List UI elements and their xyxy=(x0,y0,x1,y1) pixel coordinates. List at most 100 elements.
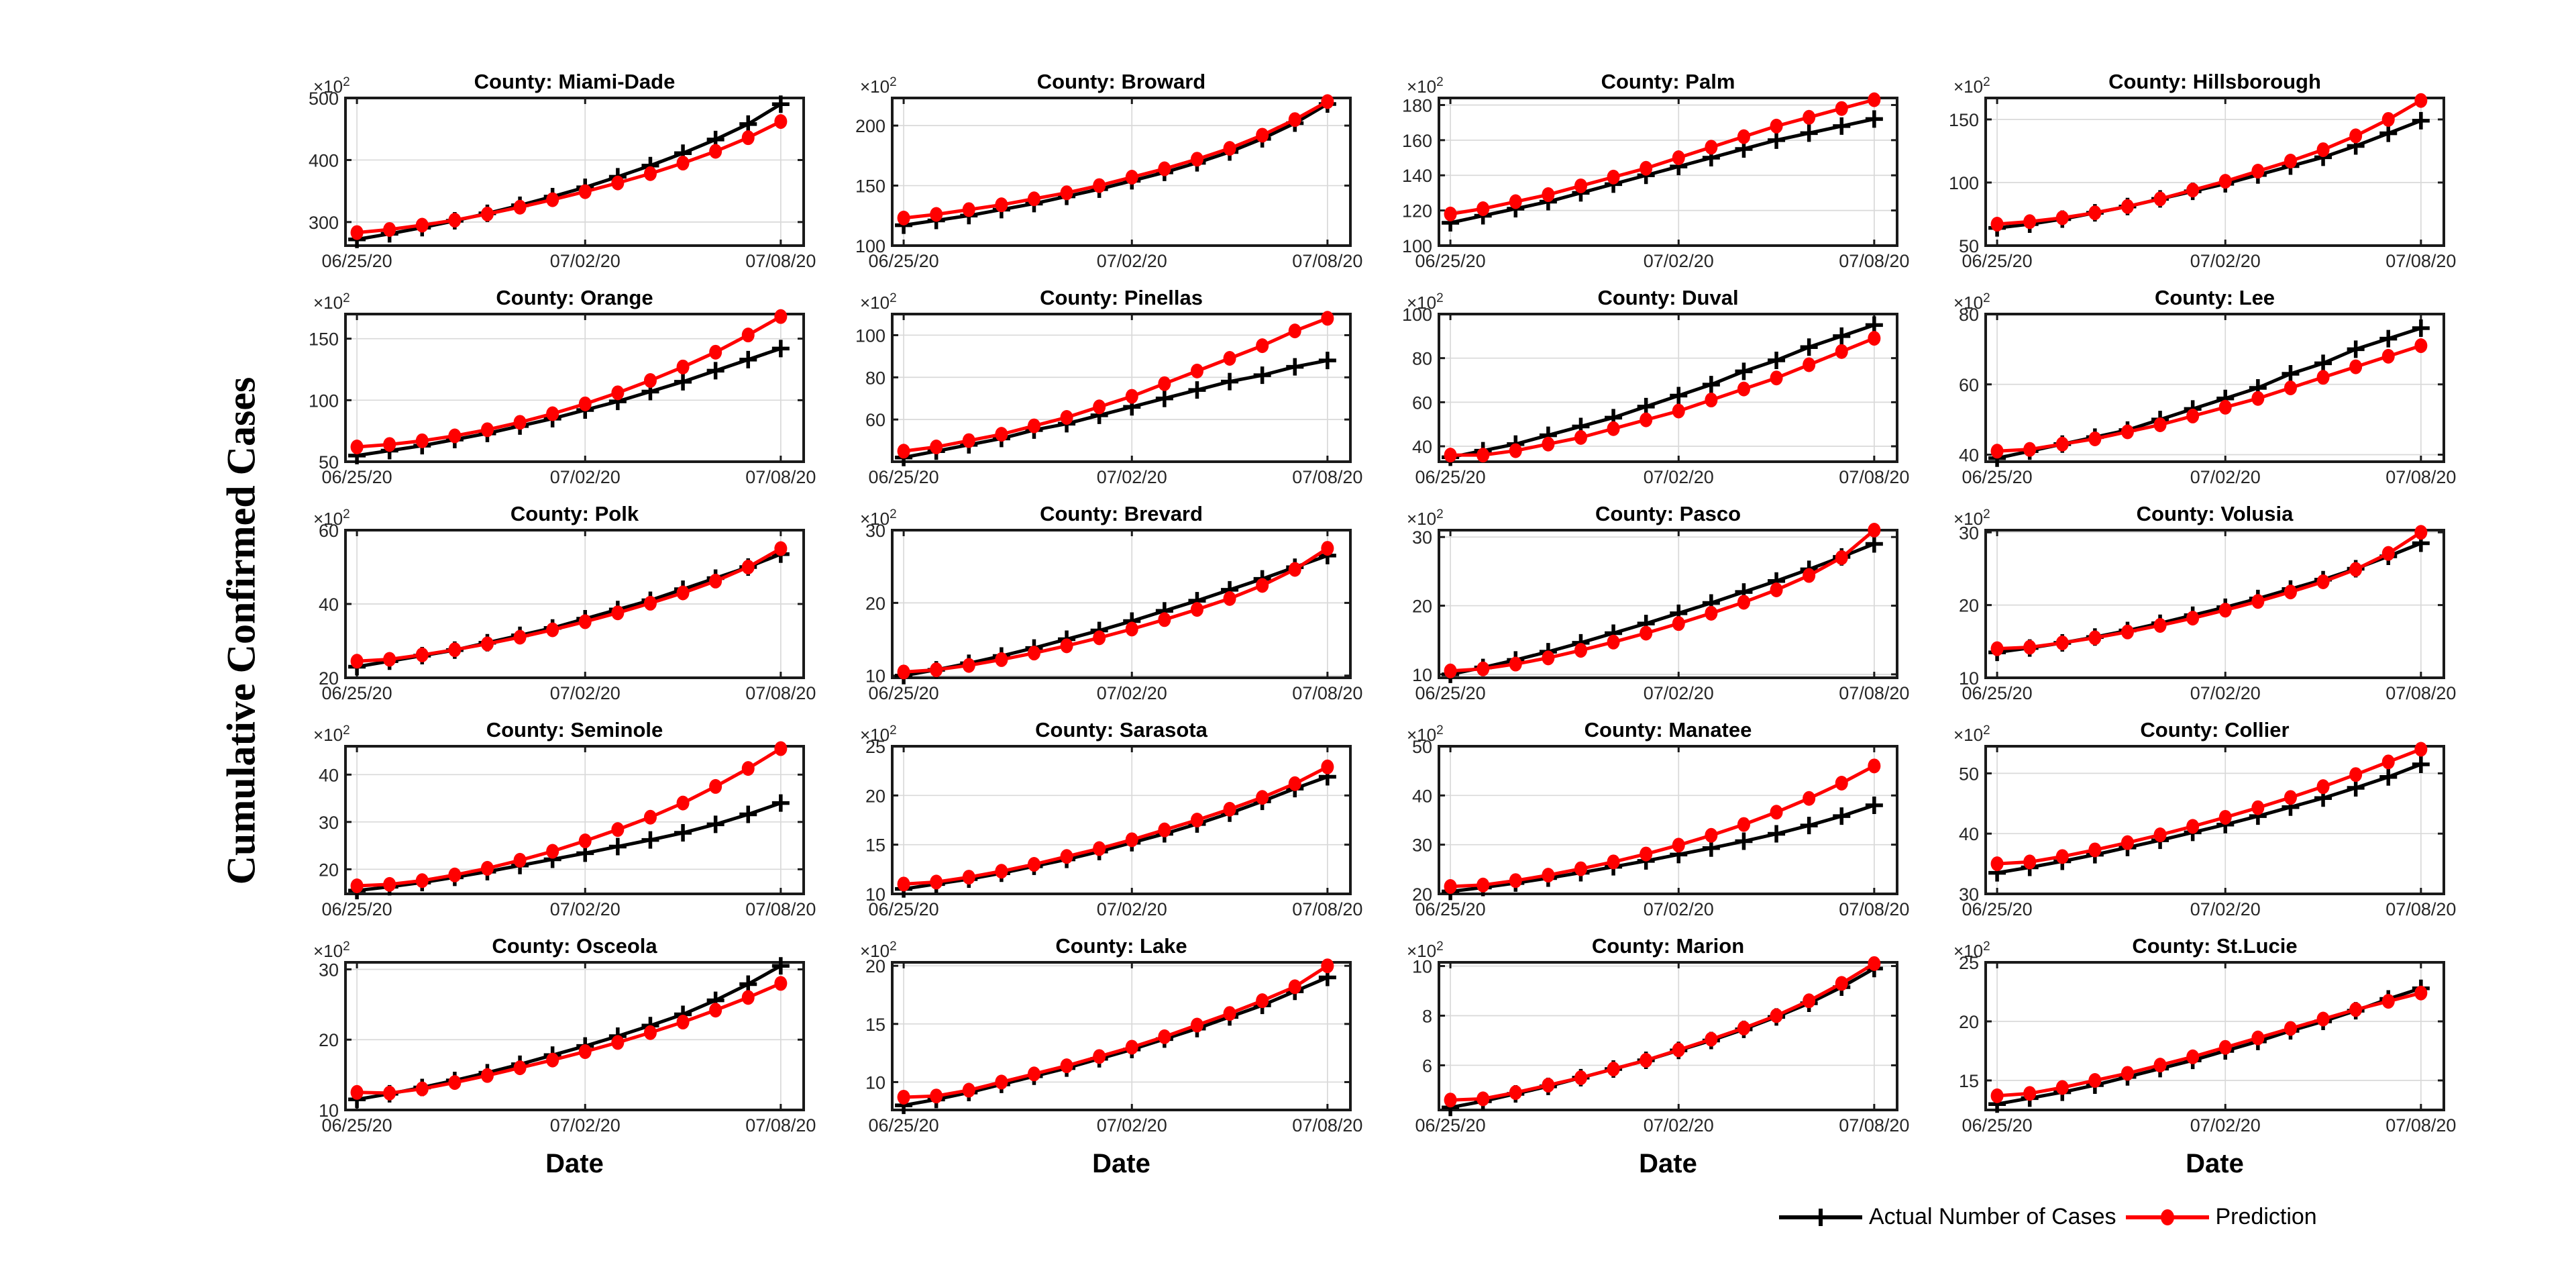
circle-marker-icon xyxy=(2316,779,2330,795)
y-tick-label: 15 xyxy=(865,1015,885,1035)
circle-marker-icon xyxy=(741,130,755,146)
y-tick-label: 100 xyxy=(1402,236,1432,256)
y-tick-label: 120 xyxy=(1402,201,1432,221)
y-tick-label: 30 xyxy=(319,813,339,833)
circle-marker-icon xyxy=(1607,1061,1620,1076)
subplot-duval: County: Duval ×102 40 60 80 100 06/25/20 07/02/… xyxy=(1375,283,1912,495)
x-tick-label: 07/08/20 xyxy=(1292,1115,1362,1135)
y-axis-multiplier: ×102 xyxy=(313,940,350,961)
circle-marker-icon xyxy=(578,396,592,411)
circle-marker-icon xyxy=(1190,602,1203,617)
circle-marker-icon xyxy=(2088,1073,2102,1088)
circle-marker-icon xyxy=(1990,444,2004,459)
circle-marker-icon xyxy=(709,344,722,360)
circle-marker-icon xyxy=(2121,835,2134,850)
circle-marker-icon xyxy=(1223,351,1236,366)
circle-marker-icon xyxy=(962,1082,975,1098)
x-tick-label: 07/02/20 xyxy=(1097,1115,1167,1135)
circle-marker-icon xyxy=(383,437,396,452)
circle-marker-icon xyxy=(2316,574,2330,589)
circle-marker-icon xyxy=(2284,154,2297,169)
circle-marker-icon xyxy=(448,1075,462,1091)
x-tick-label: 07/02/20 xyxy=(1644,467,1714,487)
circle-marker-icon xyxy=(2414,93,2428,108)
x-tick-label: 07/08/20 xyxy=(1839,251,1909,271)
subplot-miami-dade: County: Miami-Dade ×102 300 400 500 06/25/20 0… xyxy=(282,67,818,279)
circle-marker-icon xyxy=(1190,363,1203,378)
y-tick-label: 300 xyxy=(309,213,339,233)
y-tick-label: 100 xyxy=(855,236,885,256)
circle-marker-icon xyxy=(1835,550,1848,565)
subplot-title: County: Marion xyxy=(1592,934,1744,958)
x-tick-label: 07/08/20 xyxy=(745,467,816,487)
circle-marker-icon xyxy=(2153,617,2167,633)
y-tick-label: 150 xyxy=(1949,110,1979,130)
y-tick-label: 15 xyxy=(1959,1071,1979,1091)
circle-marker-icon xyxy=(2153,417,2167,432)
circle-marker-icon xyxy=(2284,1021,2297,1036)
circle-marker-icon xyxy=(995,427,1008,442)
circle-marker-icon xyxy=(2153,1058,2167,1073)
subplot-canvas-st-lucie: County: St.Lucie ×102 15 20 25 06/25/20 07/02/… xyxy=(1953,934,2456,1135)
circle-marker-icon xyxy=(1803,993,1816,1009)
x-tick-label: 07/02/20 xyxy=(550,1115,621,1135)
axis-box xyxy=(1438,97,1898,247)
y-axis-multiplier: ×102 xyxy=(313,291,350,313)
x-tick-label: 07/02/20 xyxy=(1644,899,1714,919)
x-tick-label: 07/02/20 xyxy=(550,251,621,271)
circle-marker-icon xyxy=(1803,357,1816,372)
circle-marker-icon xyxy=(1444,879,1457,894)
plus-marker-icon xyxy=(739,115,757,133)
x-axis-label-col4: Date xyxy=(2186,1149,2244,1178)
y-tick-label: 8 xyxy=(1422,1006,1432,1026)
y-axis-multiplier: ×102 xyxy=(313,75,350,97)
circle-marker-icon xyxy=(480,422,494,438)
x-tick-label: 07/08/20 xyxy=(2385,251,2456,271)
x-tick-label: 07/02/20 xyxy=(550,467,621,487)
circle-marker-icon xyxy=(1607,169,1620,185)
circle-marker-icon xyxy=(1321,541,1334,556)
x-tick-label: 06/25/20 xyxy=(1415,1115,1486,1135)
circle-marker-icon xyxy=(1835,101,1848,116)
circle-marker-icon xyxy=(1574,178,1587,193)
x-tick-label: 07/08/20 xyxy=(1292,899,1362,919)
circle-marker-icon xyxy=(2251,391,2265,406)
plus-marker-icon xyxy=(1286,358,1304,376)
subplot-canvas-duval: County: Duval ×102 40 60 80 100 06/25/20 07/02/… xyxy=(1402,286,1909,487)
x-tick-label: 07/02/20 xyxy=(1644,1115,1714,1135)
circle-marker-icon xyxy=(1770,582,1783,598)
circle-marker-icon xyxy=(741,327,755,343)
circle-marker-icon xyxy=(415,217,429,233)
circle-marker-icon xyxy=(1737,1020,1750,1035)
axis-box xyxy=(891,961,1352,1111)
plus-marker-icon xyxy=(2347,340,2365,358)
circle-marker-icon xyxy=(897,444,910,459)
circle-marker-icon xyxy=(415,647,429,662)
x-tick-label: 07/02/20 xyxy=(2190,899,2261,919)
circle-marker-icon xyxy=(1990,856,2004,872)
circle-marker-icon xyxy=(1093,630,1106,646)
circle-marker-icon xyxy=(2381,348,2395,364)
circle-marker-icon xyxy=(2251,164,2265,179)
circle-marker-icon xyxy=(1868,331,1881,346)
circle-marker-icon xyxy=(350,1084,364,1100)
circle-marker-icon xyxy=(1093,1049,1106,1064)
circle-marker-icon xyxy=(1027,191,1040,207)
circle-marker-icon xyxy=(2316,370,2330,385)
subplot-title: County: Brevard xyxy=(1040,502,1203,525)
circle-marker-icon xyxy=(2153,827,2167,842)
circle-marker-icon xyxy=(1705,827,1718,843)
circle-marker-icon xyxy=(611,1035,625,1050)
legend-item-actual: Actual Number of Cases xyxy=(1778,1204,2116,1230)
y-tick-label: 25 xyxy=(1959,953,1979,973)
circle-marker-icon xyxy=(2186,408,2200,423)
circle-marker-icon xyxy=(2414,742,2428,757)
circle-marker-icon xyxy=(2160,1209,2174,1225)
circle-marker-icon xyxy=(2414,525,2428,540)
x-tick-label: 07/08/20 xyxy=(745,251,816,271)
y-tick-label: 30 xyxy=(1412,835,1432,856)
plus-marker-icon xyxy=(1768,825,1786,843)
x-tick-label: 06/25/20 xyxy=(322,467,392,487)
x-tick-label: 07/02/20 xyxy=(550,683,621,703)
circle-marker-icon xyxy=(2381,994,2395,1009)
